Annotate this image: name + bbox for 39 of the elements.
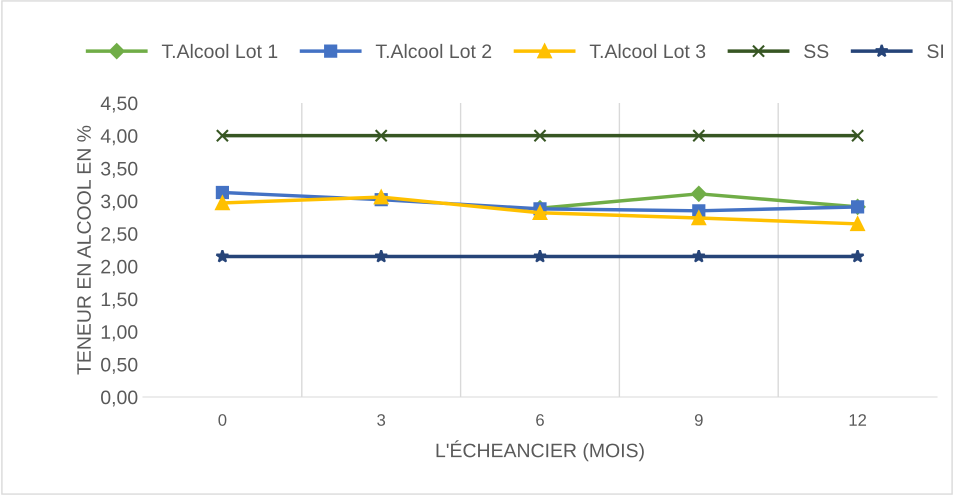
point (532, 205, 548, 220)
point (851, 129, 864, 142)
point (374, 129, 388, 142)
point (374, 190, 388, 204)
y-tick-label: 1,00 (102, 325, 138, 342)
point (692, 249, 706, 263)
y-axis-title: TENEUR EN ALCOOL EN % (77, 126, 91, 375)
y-tick-label: 4,50 (100, 96, 138, 113)
point (216, 129, 229, 142)
point (850, 216, 865, 232)
y-tick-label: 0,50 (101, 358, 138, 374)
y-tick-label: 3,50 (101, 162, 138, 178)
point (692, 129, 706, 142)
point (533, 129, 547, 142)
legend-label: SS (804, 44, 828, 58)
legend-label: T.Alcool Lot 1 (162, 44, 278, 58)
legend-label: SI (927, 44, 944, 58)
x-tick-label: 0 (218, 414, 226, 426)
x-tick-label: 9 (694, 414, 703, 426)
point (216, 186, 229, 200)
x-tick-label: 6 (536, 414, 544, 426)
y-tick-label: 4,00 (100, 129, 138, 146)
x-axis-title: L'ÉCHEANCIER (MOIS) (436, 440, 644, 462)
point (850, 249, 865, 263)
point (533, 249, 547, 263)
y-tick-label: 3,00 (101, 194, 138, 211)
point (692, 210, 706, 226)
legend-label: T.Alcool Lot 3 (590, 44, 706, 58)
x-tick-label: 3 (377, 414, 386, 426)
y-tick-label: 0,00 (101, 390, 138, 407)
point (690, 186, 707, 202)
point (374, 249, 388, 263)
legend-label: T.Alcool Lot 2 (376, 44, 492, 58)
y-tick-label: 1,50 (102, 292, 138, 309)
y-tick-label: 2,00 (101, 260, 138, 276)
y-tick-label: 2,50 (101, 227, 138, 244)
point (215, 249, 230, 263)
point (215, 196, 230, 210)
x-tick-label: 12 (850, 414, 866, 426)
